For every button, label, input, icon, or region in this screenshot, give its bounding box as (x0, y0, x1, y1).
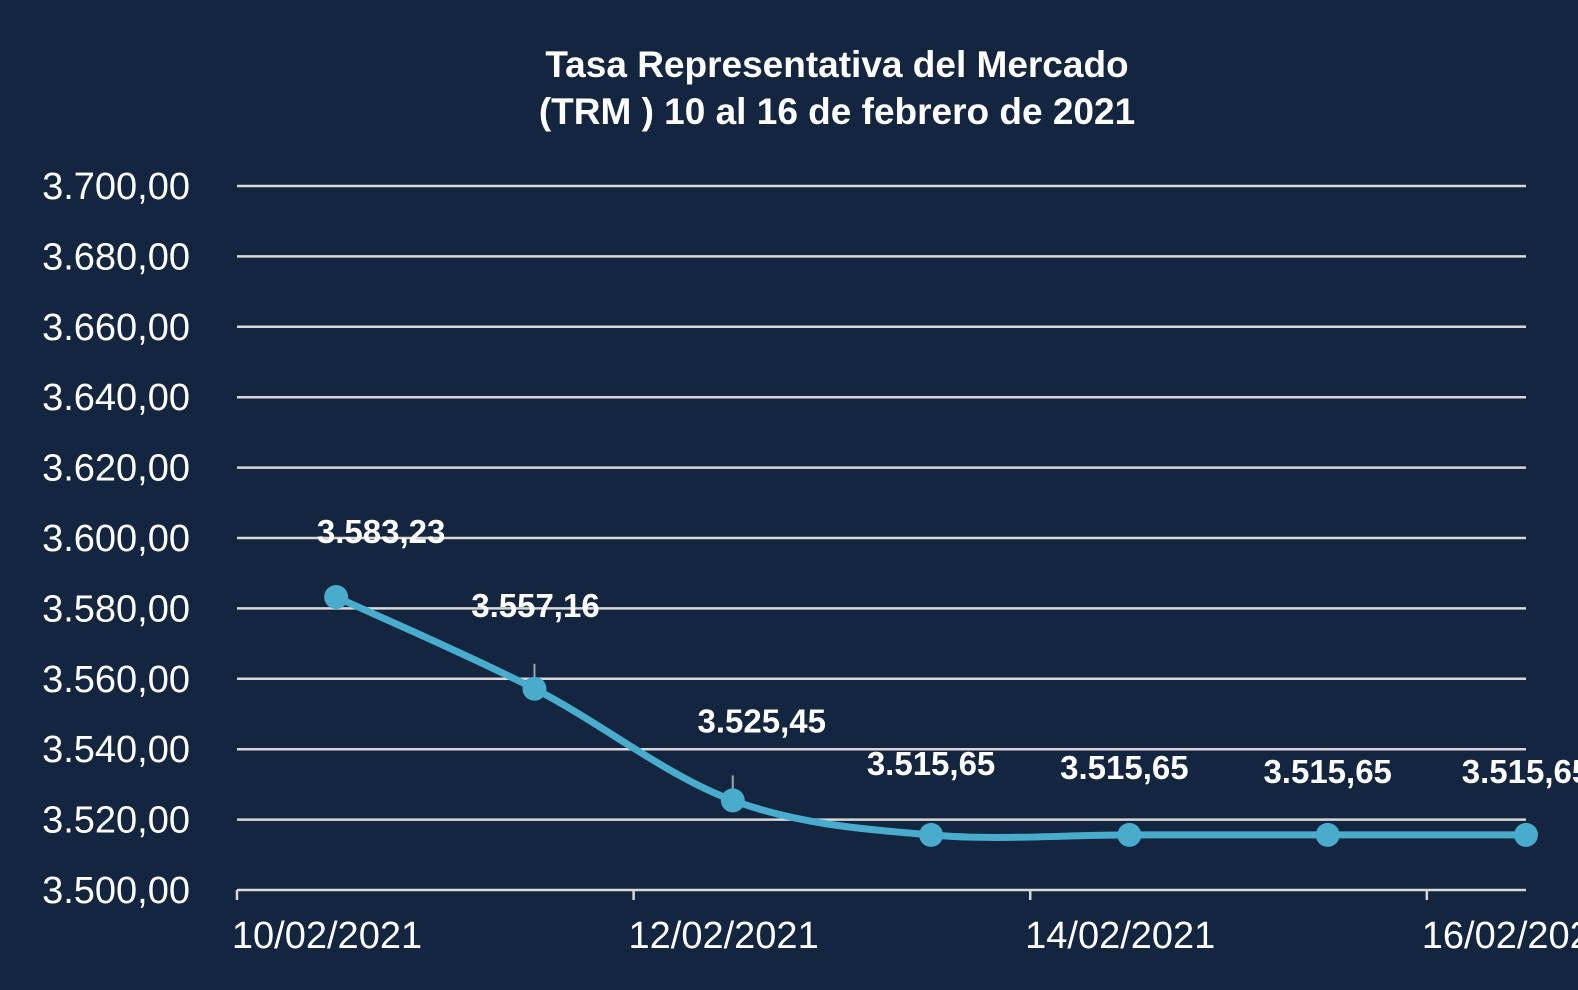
y-tick-label: 3.620,00 (42, 448, 190, 490)
data-point (720, 788, 745, 813)
x-tick-label: 10/02/2021 (232, 915, 422, 957)
x-axis: 10/02/2021 12/02/2021 14/02/2021 16/02/2021 (232, 888, 1578, 957)
data-labels: 3.583,23 3.557,16 3.525,45 3.515,65 3.515,65… (317, 513, 1578, 790)
chart-title-line-1: Tasa Representativa del Mercado (545, 44, 1128, 85)
data-label: 3.557,16 (471, 587, 599, 624)
y-tick-label: 3.680,00 (42, 236, 190, 278)
y-tick-label: 3.520,00 (42, 800, 190, 842)
data-point (324, 585, 349, 610)
data-point (1315, 822, 1340, 847)
x-tick-label: 14/02/2021 (1025, 915, 1215, 957)
data-point (919, 822, 944, 847)
series-trm (324, 585, 1538, 847)
y-tick-label: 3.500,00 (42, 870, 190, 912)
chart-title-line-2: (TRM ) 10 al 16 de febrero de 2021 (539, 91, 1135, 132)
y-tick-label: 3.600,00 (42, 518, 190, 560)
y-axis-tick-labels: 3.500,00 3.520,00 3.540,00 3.560,00 3.580,00… (42, 166, 190, 912)
y-tick-label: 3.640,00 (42, 377, 190, 419)
x-tick-label: 12/02/2021 (629, 915, 819, 957)
data-point (1514, 822, 1538, 847)
x-tick-label: 16/02/2021 (1422, 915, 1578, 957)
data-label: 3.583,23 (317, 513, 445, 550)
data-point (522, 676, 547, 701)
y-tick-label: 3.580,00 (42, 588, 190, 630)
gridlines (237, 184, 1526, 821)
data-point (1117, 822, 1142, 847)
data-label: 3.525,45 (698, 702, 826, 739)
y-tick-label: 3.540,00 (42, 729, 190, 771)
y-tick-label: 3.660,00 (42, 307, 190, 349)
data-label: 3.515,65 (1462, 753, 1578, 790)
data-label: 3.515,65 (867, 745, 995, 782)
y-tick-label: 3.700,00 (42, 166, 190, 208)
data-label: 3.515,65 (1263, 753, 1391, 790)
data-label: 3.515,65 (1060, 749, 1188, 786)
y-tick-label: 3.560,00 (42, 659, 190, 701)
